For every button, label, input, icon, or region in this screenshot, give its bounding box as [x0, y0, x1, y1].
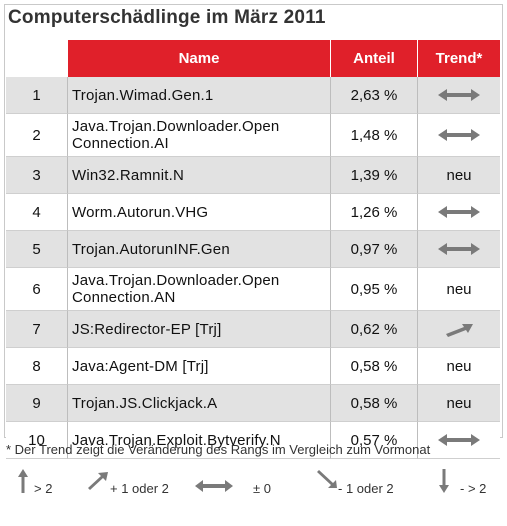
legend-label-4: - 1 oder 2 — [338, 481, 394, 496]
share-cell: 0,95 % — [331, 268, 418, 311]
rank-cell: 10 — [6, 422, 68, 459]
share-cell: 0,58 % — [331, 348, 418, 385]
rank-cell: 5 — [6, 231, 68, 268]
name-cell: Java.Trojan.Exploit.Bytverify.N — [68, 422, 331, 459]
footnote: * Der Trend zeigt die Veränderung des Ra… — [6, 442, 431, 457]
header-rank — [6, 40, 68, 77]
double-arrow-icon — [194, 479, 234, 498]
share-cell: 1,48 % — [331, 114, 418, 157]
table-row: 5 Trojan.AutorunINF.Gen 0,97 % — [6, 231, 500, 268]
share-cell: 2,63 % — [331, 77, 418, 114]
trend-cell: neu — [418, 157, 500, 194]
table-row: 9 Trojan.JS.Clickjack.A 0,58 % neu — [6, 385, 500, 422]
name-cell: Java:Agent-DM [Trj] — [68, 348, 331, 385]
trend-cell — [418, 311, 500, 348]
table-row: 7 JS:Redirector-EP [Trj] 0,62 % — [6, 311, 500, 348]
trend-cell: neu — [418, 385, 500, 422]
malware-table: Name Anteil Trend* 1 Trojan.Wimad.Gen.1 2,… — [6, 40, 500, 459]
legend-label-3: ± 0 — [253, 481, 271, 496]
trend-cell — [418, 422, 500, 459]
page-title: Computerschädlinge im März 2011 — [8, 7, 326, 28]
table-row: 4 Worm.Autorun.VHG 1,26 % — [6, 194, 500, 231]
name-cell: Trojan.JS.Clickjack.A — [68, 385, 331, 422]
table-header-row: Name Anteil Trend* — [6, 40, 500, 77]
rank-cell: 4 — [6, 194, 68, 231]
trend-cell: neu — [418, 268, 500, 311]
arrow-down-right-icon — [315, 468, 339, 495]
table-row: 10 Java.Trojan.Exploit.Bytverify.N 0,57 % — [6, 422, 500, 459]
table-row: 8 Java:Agent-DM [Trj] 0,58 % neu — [6, 348, 500, 385]
trend-cell — [418, 231, 500, 268]
trend-cell: neu — [418, 348, 500, 385]
share-cell: 1,26 % — [331, 194, 418, 231]
name-cell: Trojan.AutorunINF.Gen — [68, 231, 331, 268]
rank-cell: 6 — [6, 268, 68, 311]
table-row: 6 Java.Trojan.Downloader.Open Connection.… — [6, 268, 500, 311]
table-row: 3 Win32.Ramnit.N 1,39 % neu — [6, 157, 500, 194]
arrow-up-right-icon — [86, 470, 110, 497]
arrow-up-right-icon — [418, 320, 500, 338]
header-share: Anteil — [331, 40, 418, 77]
rank-cell: 2 — [6, 114, 68, 157]
header-name: Name — [68, 40, 331, 77]
rank-cell: 3 — [6, 157, 68, 194]
name-cell: Worm.Autorun.VHG — [68, 194, 331, 231]
share-cell: 0,57 % — [331, 422, 418, 459]
trend-cell — [418, 194, 500, 231]
double-arrow-icon — [418, 433, 500, 447]
double-arrow-icon — [418, 205, 500, 219]
table-row: 2 Java.Trojan.Downloader.Open Connection.… — [6, 114, 500, 157]
share-cell: 0,62 % — [331, 311, 418, 348]
double-arrow-icon — [418, 128, 500, 142]
double-arrow-icon — [418, 88, 500, 102]
name-cell: Trojan.Wimad.Gen.1 — [68, 77, 331, 114]
legend-label-5: - > 2 — [460, 481, 487, 496]
rank-cell: 1 — [6, 77, 68, 114]
rank-cell: 8 — [6, 348, 68, 385]
share-cell: 1,39 % — [331, 157, 418, 194]
name-cell: Java.Trojan.Downloader.Open Connection.A… — [68, 114, 331, 157]
trend-legend: > 2 + 1 oder 2 ± 0 - 1 oder 2 - > 2 — [0, 468, 507, 518]
name-cell: JS:Redirector-EP [Trj] — [68, 311, 331, 348]
header-trend: Trend* — [418, 40, 500, 77]
arrow-up-icon — [16, 468, 30, 499]
legend-label-1: > 2 — [34, 481, 53, 496]
name-cell: Java.Trojan.Downloader.Open Connection.A… — [68, 268, 331, 311]
share-cell: 0,58 % — [331, 385, 418, 422]
rank-cell: 9 — [6, 385, 68, 422]
rank-cell: 7 — [6, 311, 68, 348]
share-cell: 0,97 % — [331, 231, 418, 268]
arrow-down-icon — [437, 468, 451, 499]
trend-cell — [418, 77, 500, 114]
legend-label-2: + 1 oder 2 — [110, 481, 169, 496]
trend-cell — [418, 114, 500, 157]
name-cell: Win32.Ramnit.N — [68, 157, 331, 194]
double-arrow-icon — [418, 242, 500, 256]
table-row: 1 Trojan.Wimad.Gen.1 2,63 % — [6, 77, 500, 114]
